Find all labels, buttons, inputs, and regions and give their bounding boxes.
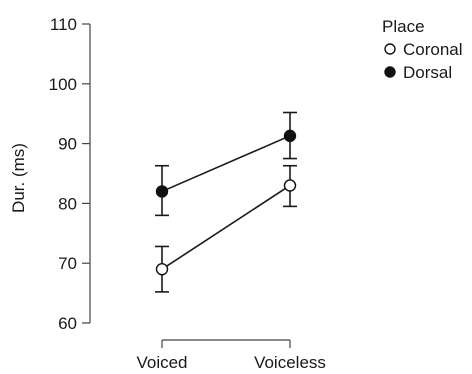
y-axis: 60 70 80 90 100 110 <box>49 15 91 333</box>
series-line-coronal <box>161 184 291 270</box>
plot-area <box>155 111 297 293</box>
point-dorsal <box>283 129 297 143</box>
legend-label-coronal: Coronal <box>403 40 463 59</box>
point-coronal <box>155 262 169 276</box>
x-tick-label: Voiceless <box>254 353 326 372</box>
y-tick-label: 100 <box>49 75 77 94</box>
y-tick-label: 60 <box>58 314 77 333</box>
point-dorsal <box>155 185 169 198</box>
legend-marker-coronal <box>384 43 396 55</box>
series-line-dorsal <box>161 135 291 193</box>
point-coronal <box>283 179 297 192</box>
y-tick-label: 80 <box>58 194 77 213</box>
y-tick-label: 70 <box>58 254 77 273</box>
x-axis: Voiced Voiceless <box>136 339 326 372</box>
legend-label-dorsal: Dorsal <box>403 63 452 82</box>
legend-marker-dorsal <box>384 66 396 78</box>
y-axis-title: Dur. (ms) <box>9 143 28 213</box>
legend: Place Coronal Dorsal <box>382 17 463 82</box>
legend-title: Place <box>382 17 425 36</box>
x-tick-label: Voiced <box>136 353 187 372</box>
y-tick-label: 90 <box>58 135 77 154</box>
y-tick-label: 110 <box>50 15 77 34</box>
